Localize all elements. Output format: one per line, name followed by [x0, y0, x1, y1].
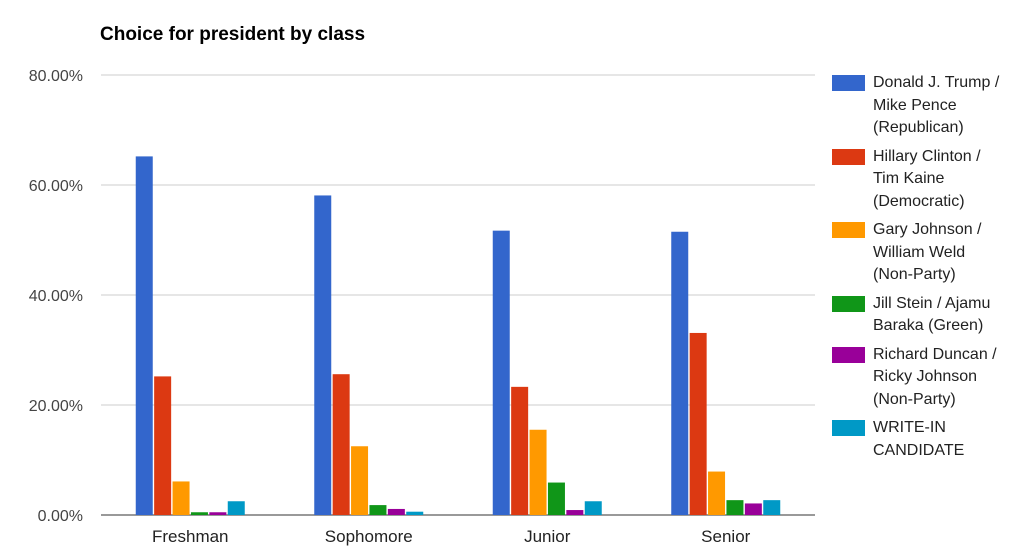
legend-label: Jill Stein / Ajamu Baraka (Green) [873, 294, 991, 335]
bar [369, 505, 387, 515]
bar [566, 510, 584, 515]
bar [135, 156, 153, 515]
legend-label: WRITE-IN CANDIDATE [873, 419, 965, 459]
bar [689, 332, 707, 515]
legend-item: Gary Johnson / William Weld (Non-Party) [832, 219, 1017, 287]
bar [529, 429, 547, 515]
legend-swatch [832, 75, 865, 91]
x-category-label: Senior [701, 527, 750, 546]
bar-chart: 0.00% 20.00% 40.00% 60.00% 80.00% Freshman Sop… [29, 68, 815, 546]
legend-item: Donald J. Trump / Mike Pence (Republican… [832, 72, 1017, 140]
y-tick-label: 0.00% [38, 508, 83, 525]
y-tick-label: 20.00% [29, 398, 83, 415]
legend-label: Donald J. Trump / Mike Pence (Republican… [873, 74, 1000, 136]
x-category-label: Sophomore [325, 527, 413, 546]
bar [227, 501, 245, 515]
legend-swatch [832, 148, 865, 165]
legend-swatch [832, 295, 865, 312]
bar [726, 500, 744, 515]
bar [332, 374, 350, 515]
legend: Donald J. Trump / Mike Pence (Republican… [832, 72, 1017, 468]
bar [492, 230, 510, 515]
legend-label: Richard Duncan / Ricky Johnson (Non-Part… [873, 345, 997, 408]
bar [744, 503, 762, 515]
legend-item: Jill Stein / Ajamu Baraka (Green) [832, 293, 1017, 338]
bar [314, 195, 332, 515]
y-tick-label: 60.00% [29, 178, 83, 195]
bar [351, 446, 369, 515]
bar [209, 512, 227, 515]
bar [547, 482, 565, 515]
legend-swatch [832, 420, 865, 436]
bar [708, 471, 726, 515]
bar [584, 501, 602, 515]
bar [671, 231, 689, 515]
bar [154, 376, 172, 515]
legend-item: Hillary Clinton / Tim Kaine (Democratic) [832, 146, 1017, 214]
bar [406, 511, 424, 515]
bar [511, 386, 529, 515]
bar [387, 508, 405, 515]
y-tick-label: 40.00% [29, 288, 83, 305]
x-category-label: Freshman [152, 527, 229, 546]
legend-item: WRITE-IN CANDIDATE [832, 417, 1017, 462]
bar [172, 481, 190, 515]
bar [190, 512, 208, 515]
legend-item: Richard Duncan / Ricky Johnson (Non-Part… [832, 344, 1017, 412]
bar [763, 500, 781, 515]
legend-swatch [832, 222, 865, 238]
legend-swatch [832, 346, 865, 363]
y-tick-label: 80.00% [29, 68, 83, 85]
legend-label: Hillary Clinton / Tim Kaine (Democratic) [873, 147, 981, 210]
legend-label: Gary Johnson / William Weld (Non-Party) [873, 221, 982, 283]
chart-title: Choice for president by class [100, 24, 366, 45]
x-category-label: Junior [524, 527, 571, 546]
